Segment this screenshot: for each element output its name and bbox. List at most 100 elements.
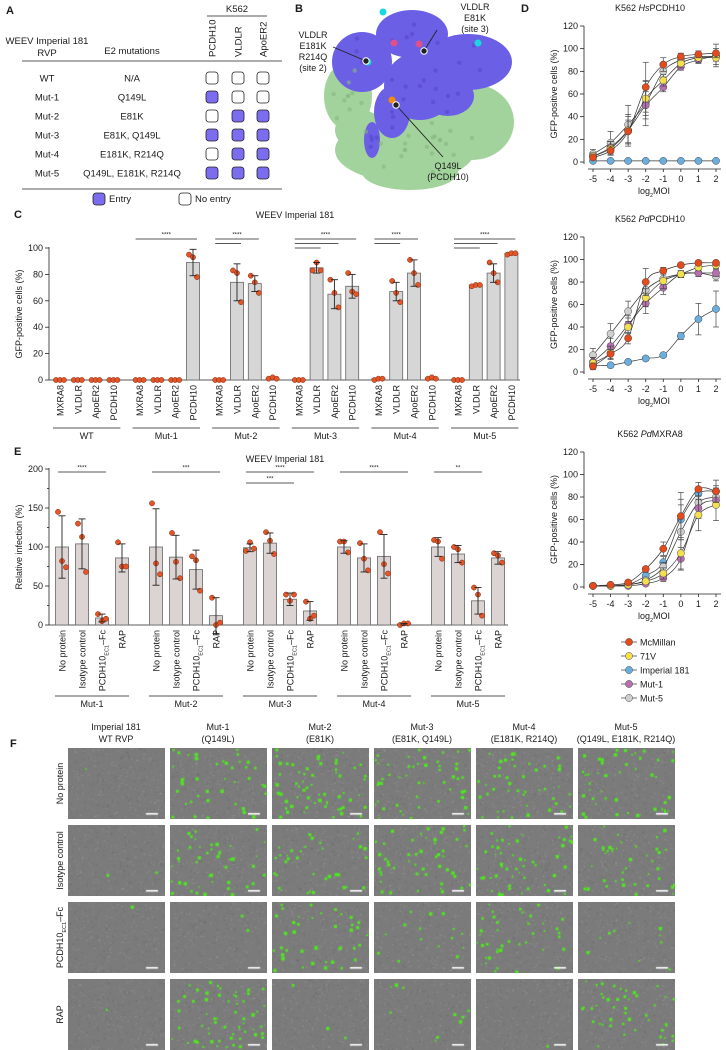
replicate-point xyxy=(357,540,363,546)
significance-stars: **** xyxy=(275,466,285,472)
gfp-fluorescence-image xyxy=(476,979,573,1050)
surface-texture xyxy=(411,22,417,27)
legend-no-entry-label: No entry xyxy=(195,194,231,205)
replicate-point xyxy=(273,375,280,382)
row-mutations: E181K, R214Q xyxy=(100,150,164,161)
x-label-text: log xyxy=(638,186,650,196)
virus-column-header: WEEV Imperial 181 xyxy=(6,36,89,47)
data-point xyxy=(694,157,703,165)
y-tick-label: 80 xyxy=(33,269,43,279)
x-tick-label: -2 xyxy=(642,174,650,184)
category-label-suffix: –Fc xyxy=(380,630,390,646)
microscopy-image xyxy=(272,979,369,1050)
row-label-subscript: EC1 xyxy=(62,922,68,933)
x-tick-label: -5 xyxy=(589,384,597,394)
gfp-fluorescence-image xyxy=(476,825,573,896)
replicate-point xyxy=(432,375,439,382)
surface-texture xyxy=(374,135,379,140)
microscopy-image xyxy=(476,748,573,819)
no-entry-box xyxy=(231,90,245,104)
category-label: RAP xyxy=(306,630,316,649)
category-label-text: RAP xyxy=(212,630,222,649)
replicate-point xyxy=(96,377,103,383)
x-tick-label: 2 xyxy=(713,599,718,609)
x-axis-label: log2MOI xyxy=(638,611,670,624)
x-label-suffix: MOI xyxy=(653,186,670,196)
category-label: MXRA8 xyxy=(215,385,225,416)
y-tick-label: 200 xyxy=(28,464,43,474)
data-point xyxy=(624,157,632,165)
x-tick-label: -2 xyxy=(642,384,650,394)
category-label: ApoER2 xyxy=(250,385,260,419)
category-label-subscript: EC1 xyxy=(105,645,111,656)
category-label: RAP xyxy=(400,630,410,649)
y-tick-label: 80 xyxy=(568,277,578,287)
panel-label-c: C xyxy=(14,209,22,221)
category-label: No protein xyxy=(58,630,68,672)
y-tick-label: 0 xyxy=(38,375,43,385)
microscopy-image xyxy=(578,825,675,896)
category-label: MXRA8 xyxy=(135,385,145,416)
x-tick-label: -3 xyxy=(624,384,632,394)
y-tick-label: 80 xyxy=(568,492,578,502)
legend-marker xyxy=(625,652,633,660)
significance-stars: **** xyxy=(321,233,331,239)
surface-texture xyxy=(404,35,409,40)
bar-group-mut-2 xyxy=(149,500,223,628)
bar-group-mut-4 xyxy=(371,257,439,383)
no-entry-box xyxy=(205,109,219,123)
surface-texture xyxy=(429,151,435,156)
data-point xyxy=(641,157,650,165)
site2-label: E181K xyxy=(299,41,326,51)
legend-label: Mut-1 xyxy=(640,680,663,690)
replicate-point xyxy=(255,290,262,296)
replicate-point xyxy=(299,377,306,383)
row-virus-name: Mut-5 xyxy=(35,169,59,180)
replicate-point xyxy=(476,282,483,288)
group-label: Mut-1 xyxy=(155,431,178,441)
surface-texture xyxy=(359,100,364,106)
entry-box xyxy=(205,166,219,180)
surface-texture xyxy=(402,141,408,146)
mutations-column-header: E2 mutations xyxy=(104,46,160,57)
data-point xyxy=(677,52,685,61)
title-prefix: K562 xyxy=(615,214,639,224)
category-label: VLDLR xyxy=(233,385,243,415)
replicate-point xyxy=(217,619,223,626)
y-tick-label: 100 xyxy=(563,470,578,480)
data-point xyxy=(589,362,597,371)
table-row: Mut-3 E81K, Q149L xyxy=(35,128,270,142)
surface-texture xyxy=(378,141,383,146)
replicate-point xyxy=(149,500,155,507)
group-label: Mut-2 xyxy=(234,431,257,441)
replicate-point xyxy=(311,612,317,619)
category-label: PCDH10EC1–Fc xyxy=(192,630,205,692)
surface-texture xyxy=(451,152,456,158)
bar-group-mut-5 xyxy=(451,250,519,383)
group-label: Mut-3 xyxy=(314,431,337,441)
no-entry-box xyxy=(205,147,219,161)
category-label: Isotype control xyxy=(454,630,464,689)
replicate-point xyxy=(158,377,165,383)
surface-texture xyxy=(435,40,440,46)
x-label-subscript: 2 xyxy=(650,618,653,624)
column-header: Mut-5 xyxy=(614,722,637,732)
table-row: Mut-1 Q149L xyxy=(35,90,270,104)
surface-texture xyxy=(342,98,347,103)
microscopy-image xyxy=(170,748,267,819)
column-header: (E81K) xyxy=(306,734,334,744)
category-label: Isotype control xyxy=(172,630,182,689)
data-point xyxy=(659,266,668,275)
surface-texture xyxy=(346,80,352,85)
gfp-fluorescence-image xyxy=(374,979,471,1050)
data-point xyxy=(694,50,703,59)
site3-label: VLDLR xyxy=(460,2,490,12)
replicate-point xyxy=(123,563,129,570)
legend-no-entry-swatch xyxy=(178,192,192,206)
category-label: PCDH10 xyxy=(427,385,437,421)
y-tick-label: 120 xyxy=(563,232,578,242)
